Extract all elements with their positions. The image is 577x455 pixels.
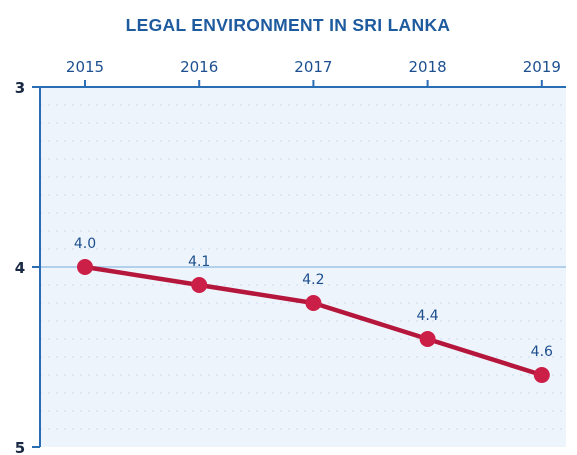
x-axis-ticks: 2015 2016 2017 2018 2019	[66, 58, 561, 87]
x-tick-label: 2016	[180, 58, 218, 76]
data-label: 4.4	[416, 308, 438, 324]
data-label: 4.2	[302, 272, 324, 288]
x-tick-label: 2019	[523, 58, 561, 76]
data-point	[533, 367, 550, 383]
y-axis-ticks: 3 4 5	[15, 79, 40, 455]
series-markers	[77, 259, 550, 383]
data-label: 4.6	[531, 344, 553, 360]
x-tick-label: 2018	[409, 58, 447, 76]
chart-title: LEGAL ENVIRONMENT IN SRI LANKA	[126, 15, 451, 35]
y-tick-label: 5	[15, 439, 25, 455]
data-labels: 4.0 4.1 4.2 4.4 4.6	[74, 236, 553, 360]
data-label: 4.1	[188, 254, 210, 270]
y-tick-label: 3	[15, 79, 25, 97]
y-tick-label: 4	[15, 259, 25, 277]
data-point	[419, 331, 436, 347]
data-label: 4.0	[74, 236, 96, 252]
x-tick-label: 2017	[294, 58, 332, 76]
data-point	[305, 295, 322, 311]
data-point	[191, 277, 208, 293]
data-point	[77, 259, 93, 275]
x-tick-label: 2015	[66, 58, 104, 76]
